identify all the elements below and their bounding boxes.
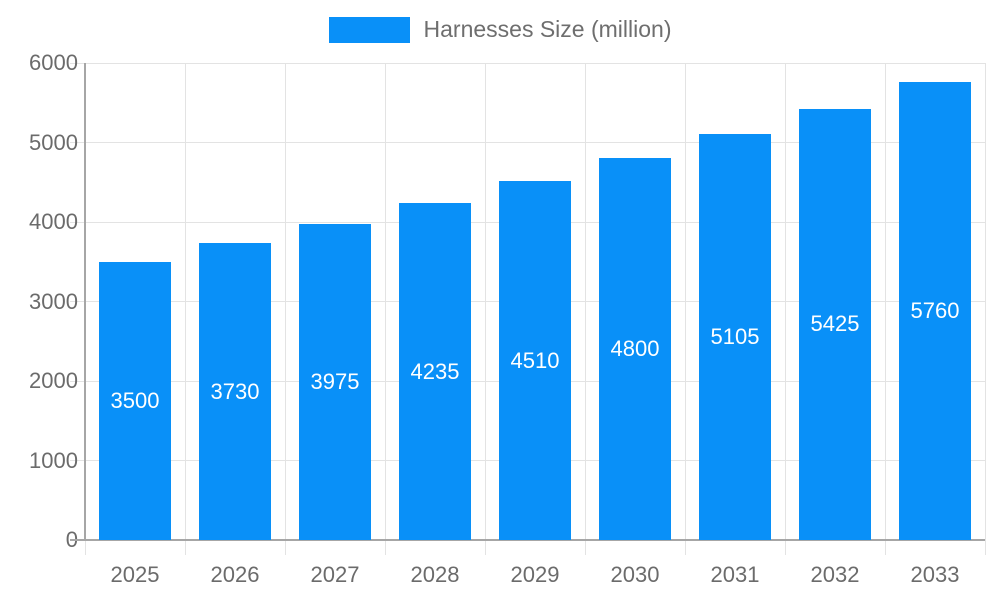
x-gridline bbox=[184, 63, 186, 540]
bar-value-label: 3500 bbox=[110, 387, 160, 413]
x-axis-label: 2025 bbox=[110, 562, 160, 587]
y-axis-label: 1000 bbox=[29, 447, 78, 473]
legend-label: Harnesses Size (million) bbox=[423, 16, 672, 42]
x-axis-line bbox=[70, 539, 985, 541]
x-axis-tick bbox=[84, 540, 86, 555]
bar: 4510 bbox=[499, 181, 571, 540]
legend-item[interactable]: Harnesses Size (million) bbox=[0, 16, 1000, 43]
x-axis-tick bbox=[884, 540, 886, 555]
y-axis-label: 3000 bbox=[29, 288, 78, 314]
bar-value-label: 4800 bbox=[610, 336, 660, 362]
x-axis-tick bbox=[184, 540, 186, 555]
y-axis-tick bbox=[70, 460, 85, 461]
x-gridline bbox=[784, 63, 786, 540]
y-axis-label: 5000 bbox=[29, 129, 78, 155]
y-axis-tick bbox=[70, 142, 85, 143]
x-gridline bbox=[884, 63, 886, 540]
x-axis-tick bbox=[784, 540, 786, 555]
y-axis-tick bbox=[70, 301, 85, 302]
y-axis-label: 2000 bbox=[29, 368, 78, 393]
x-gridline bbox=[484, 63, 486, 540]
x-axis-tick bbox=[684, 540, 686, 555]
bar-value-label: 5425 bbox=[810, 311, 860, 337]
bar-value-label: 4235 bbox=[410, 358, 460, 384]
bar: 4800 bbox=[599, 158, 671, 540]
x-gridline bbox=[584, 63, 586, 540]
y-axis-label: 0 bbox=[65, 527, 78, 552]
x-axis-label: 2032 bbox=[810, 562, 860, 587]
x-gridline bbox=[984, 63, 986, 540]
x-axis-tick bbox=[584, 540, 586, 555]
x-axis-label: 2028 bbox=[410, 562, 460, 587]
x-axis-label: 2029 bbox=[510, 562, 560, 587]
x-axis-label: 2030 bbox=[610, 562, 660, 587]
bar-value-label: 3730 bbox=[210, 378, 260, 404]
x-axis-label: 2026 bbox=[210, 562, 260, 587]
bar: 3500 bbox=[99, 261, 171, 540]
x-axis-tick bbox=[484, 540, 486, 555]
bar-value-label: 3975 bbox=[310, 368, 360, 394]
x-axis-tick bbox=[384, 540, 386, 555]
bar: 4235 bbox=[399, 203, 471, 540]
x-gridline bbox=[284, 63, 286, 540]
x-axis-label: 2033 bbox=[910, 562, 960, 587]
bar: 5760 bbox=[899, 82, 971, 540]
x-axis-label: 2031 bbox=[710, 562, 760, 587]
y-axis-tick bbox=[70, 62, 85, 64]
bar: 5425 bbox=[799, 108, 871, 540]
bar: 3730 bbox=[199, 243, 271, 540]
y-gridline bbox=[85, 62, 985, 64]
bar-value-label: 5105 bbox=[710, 324, 760, 350]
x-gridline bbox=[384, 63, 386, 540]
x-axis-tick bbox=[284, 540, 286, 555]
x-gridline bbox=[684, 63, 686, 540]
x-axis-label: 2027 bbox=[310, 562, 360, 587]
y-axis-label: 6000 bbox=[29, 50, 78, 75]
bar: 3975 bbox=[299, 223, 371, 540]
y-axis-tick bbox=[70, 380, 85, 382]
y-gridline bbox=[85, 142, 985, 143]
y-axis-tick bbox=[70, 221, 85, 223]
bar: 5105 bbox=[699, 134, 771, 540]
bar-value-label: 5760 bbox=[910, 298, 960, 324]
x-axis-tick bbox=[984, 540, 986, 555]
legend-swatch bbox=[328, 16, 410, 43]
bar-value-label: 4510 bbox=[510, 347, 560, 373]
y-axis-line bbox=[84, 63, 86, 541]
y-axis-label: 4000 bbox=[29, 209, 78, 234]
